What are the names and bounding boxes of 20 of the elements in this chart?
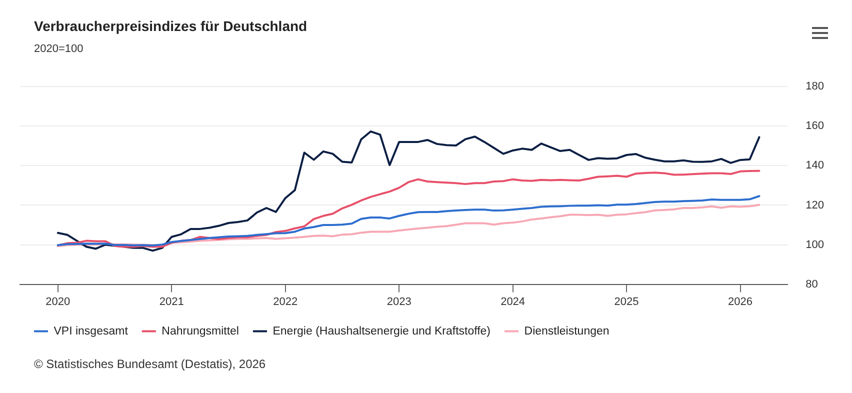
y-tick-label: 100 — [806, 238, 824, 251]
x-tick-label: 2024 — [500, 296, 526, 308]
x-tick-label: 2023 — [386, 296, 412, 308]
text: © Statistisches Bundesamt (Destatis), 2026 — [34, 357, 266, 371]
x-tick-label: 2022 — [273, 296, 298, 308]
legend-label: Nahrungsmittel — [162, 325, 239, 338]
x-tick-label: 2026 — [728, 296, 753, 308]
x-tick-label: 2025 — [614, 296, 639, 308]
legend-label: Energie (Haushaltsenergie und Kraftstoffe) — [272, 325, 491, 338]
legend-label: VPI insgesamt — [54, 325, 129, 338]
y-tick-label: 120 — [806, 199, 824, 212]
x-tick-label: 2020 — [46, 296, 70, 308]
x-tick-label: 2021 — [159, 296, 184, 308]
chart-title: Verbraucherpreisindizes für Deutschland — [34, 18, 308, 34]
y-tick-label: 80 — [806, 278, 818, 290]
chart-subtitle: 2020=100 — [34, 43, 84, 55]
y-tick-label: 140 — [806, 160, 824, 172]
y-tick-label: 160 — [806, 120, 824, 132]
y-tick-label: 180 — [806, 80, 824, 93]
legend-label: Dienstleistungen — [524, 325, 610, 338]
